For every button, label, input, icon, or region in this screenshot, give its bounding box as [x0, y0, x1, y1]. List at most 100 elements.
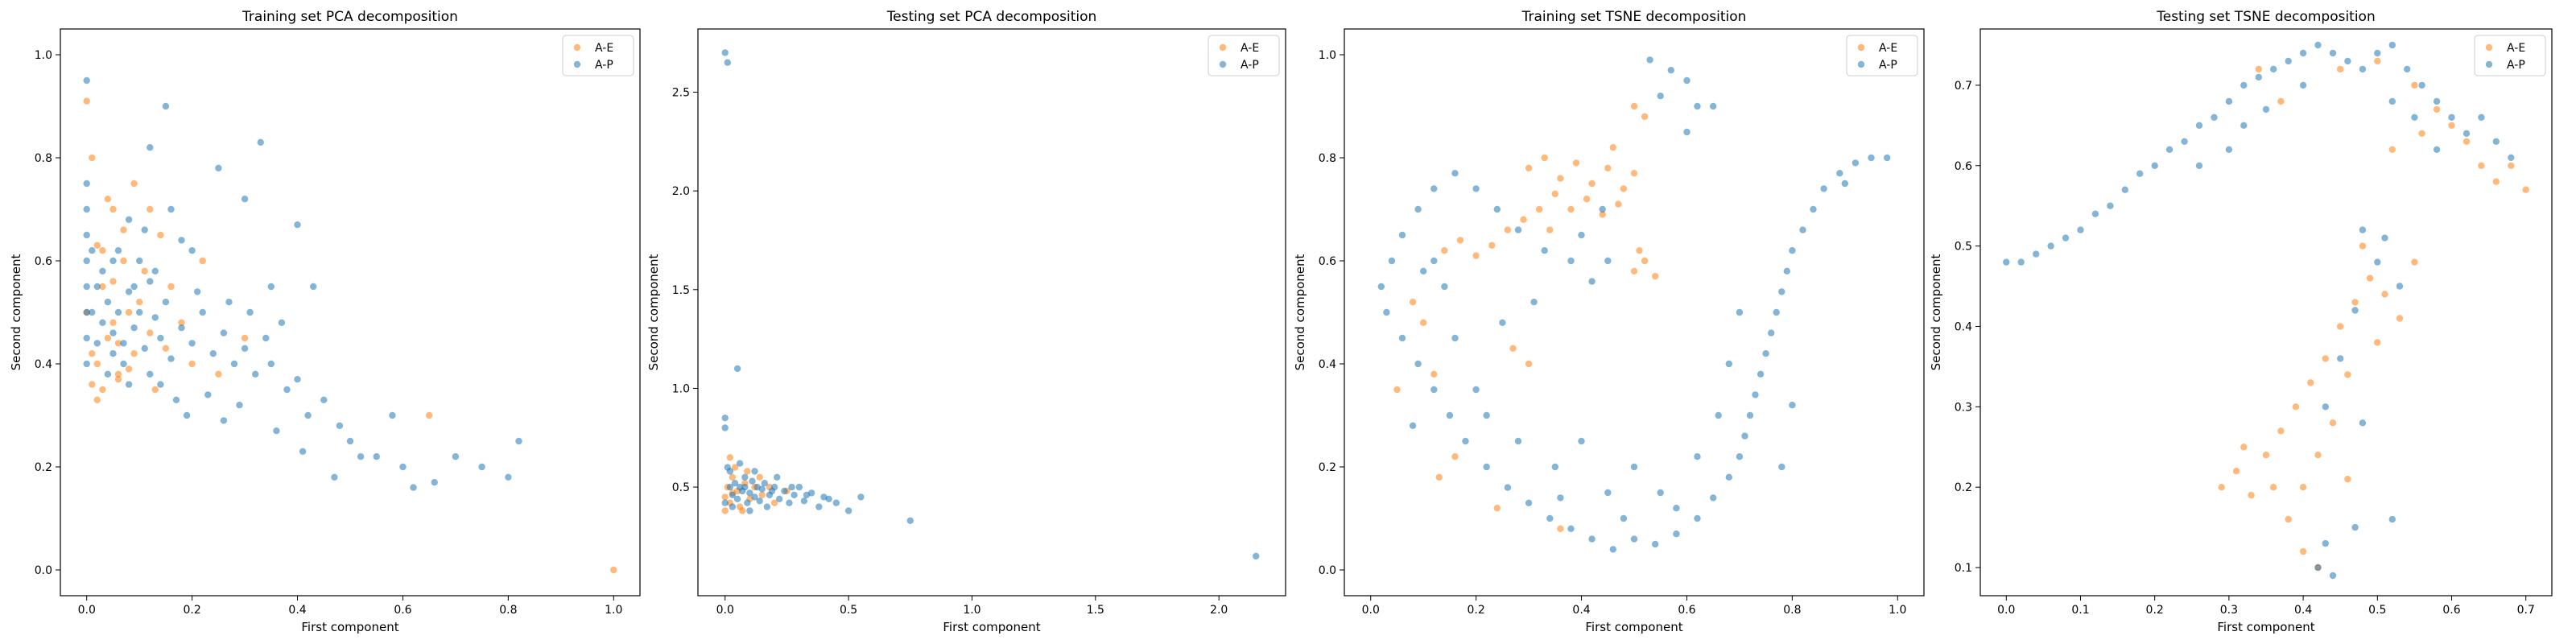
data-point-a-p	[1746, 411, 1754, 419]
data-point-a-e	[178, 319, 185, 326]
y-tick-label: 0.4	[35, 358, 52, 371]
legend-marker	[1857, 43, 1865, 52]
x-tick-label: 0.0	[716, 604, 734, 617]
data-point-a-e	[1546, 226, 1554, 233]
data-point-a-e	[1509, 345, 1517, 352]
data-point-a-e	[114, 376, 122, 383]
x-tick-label: 0.2	[184, 604, 201, 617]
data-point-a-p	[1604, 489, 1612, 497]
data-point-a-e	[99, 386, 106, 394]
chart-panel-1: 0.0 0.2 0.4 0.6 0.8 1.0 0.0 0.2 0.4 0.6 0.8 1.0 Trai…	[9, 9, 641, 634]
data-point-a-e	[726, 454, 734, 461]
data-point-a-p	[241, 196, 249, 203]
y-tick-label: 0.7	[1955, 80, 1972, 93]
data-point-a-p	[1710, 494, 1717, 502]
data-point-a-p	[1768, 329, 1775, 336]
data-point-a-p	[1757, 370, 1765, 378]
data-point-a-p	[1420, 267, 1427, 275]
data-point-a-p	[114, 247, 122, 254]
data-point-a-e	[147, 205, 154, 213]
data-point-a-p	[751, 493, 758, 501]
data-point-a-p	[2329, 49, 2337, 57]
data-point-a-p	[104, 299, 112, 306]
data-point-a-p	[1546, 514, 1554, 522]
data-point-a-p	[2047, 242, 2054, 250]
data-point-a-p	[1789, 247, 1796, 254]
data-point-a-p	[906, 517, 914, 524]
data-point-a-e	[104, 334, 112, 342]
data-point-a-p	[267, 283, 275, 291]
data-point-a-p	[1852, 159, 1860, 167]
data-point-a-e	[1493, 505, 1501, 512]
legend-box	[2474, 35, 2546, 76]
data-point-a-e	[2277, 97, 2285, 105]
legend-box	[1846, 35, 1918, 76]
data-point-a-p	[2151, 162, 2158, 169]
x-tick-label: 0.8	[499, 604, 517, 617]
data-point-a-p	[130, 324, 138, 332]
data-point-a-p	[89, 247, 96, 254]
data-point-a-e	[1420, 319, 1427, 326]
data-point-a-p	[1530, 299, 1538, 306]
data-point-a-e	[1536, 205, 1543, 213]
data-point-a-p	[724, 59, 731, 66]
series-a-p	[721, 49, 1260, 560]
data-point-a-e	[125, 308, 133, 316]
data-point-a-p	[151, 267, 159, 275]
data-point-a-p	[1673, 530, 1680, 538]
data-point-a-p	[2344, 57, 2351, 65]
data-point-a-p	[2411, 114, 2418, 121]
data-point-a-p	[162, 299, 170, 306]
data-point-a-p	[1752, 391, 1759, 398]
data-point-a-p	[1551, 463, 1559, 471]
data-point-a-e	[1557, 525, 1564, 532]
y-tick-label: 0.0	[35, 564, 52, 577]
data-point-a-p	[147, 278, 154, 285]
data-point-a-p	[844, 507, 852, 514]
y-tick-label: 0.0	[1319, 564, 1336, 577]
legend-box	[1208, 35, 1280, 76]
legend-label: A-P	[2507, 59, 2525, 72]
data-point-a-e	[89, 154, 96, 162]
data-point-a-p	[1884, 154, 1891, 162]
legend-label: A-P	[1241, 59, 1259, 72]
legend-marker	[2485, 43, 2493, 52]
y-axis-label: Second component	[1293, 254, 1307, 370]
data-point-a-e	[2337, 323, 2344, 330]
data-point-a-p	[1736, 308, 1744, 316]
data-point-a-p	[1557, 494, 1564, 502]
data-point-a-p	[721, 415, 729, 422]
data-point-a-e	[1435, 473, 1443, 481]
data-point-a-p	[310, 283, 317, 291]
data-point-a-p	[1398, 231, 1406, 239]
data-point-a-p	[1667, 67, 1674, 74]
data-point-a-p	[2351, 523, 2359, 531]
chart-panel-3: 0.0 0.2 0.4 0.6 0.8 1.0 0.0 0.2 0.4 0.6 0.8 1.0 Trai…	[1293, 9, 1925, 634]
data-point-a-p	[1541, 247, 1548, 254]
data-point-a-e	[157, 231, 164, 239]
data-point-a-p	[1414, 205, 1422, 213]
data-point-a-p	[744, 499, 751, 506]
data-point-a-p	[2322, 403, 2329, 411]
points-layer	[721, 49, 1260, 560]
chart-panel-2: 0.0 0.5 1.0 1.5 2.0 0.5 1.0 1.5 2.0 2.5 Testing se…	[646, 9, 1286, 634]
data-point-a-p	[373, 453, 380, 460]
data-point-a-p	[1472, 185, 1480, 192]
data-point-a-e	[109, 205, 117, 213]
data-point-a-e	[2448, 122, 2455, 129]
chart-title: Testing set TSNE decomposition	[2156, 9, 2376, 25]
data-point-a-p	[183, 411, 191, 419]
x-tick-label: 1.0	[1889, 604, 1906, 617]
data-point-a-p	[2240, 122, 2248, 129]
data-point-a-e	[2322, 355, 2329, 362]
data-point-a-e	[1409, 299, 1417, 306]
data-point-a-e	[1599, 211, 1606, 218]
x-tick-label: 0.0	[1997, 604, 2015, 617]
data-point-a-p	[204, 391, 212, 398]
data-point-a-e	[2344, 371, 2351, 378]
data-point-a-p	[2195, 122, 2203, 129]
data-point-a-e	[2462, 138, 2471, 145]
data-point-a-p	[336, 422, 344, 429]
y-tick-label: 0.4	[1955, 320, 1972, 333]
